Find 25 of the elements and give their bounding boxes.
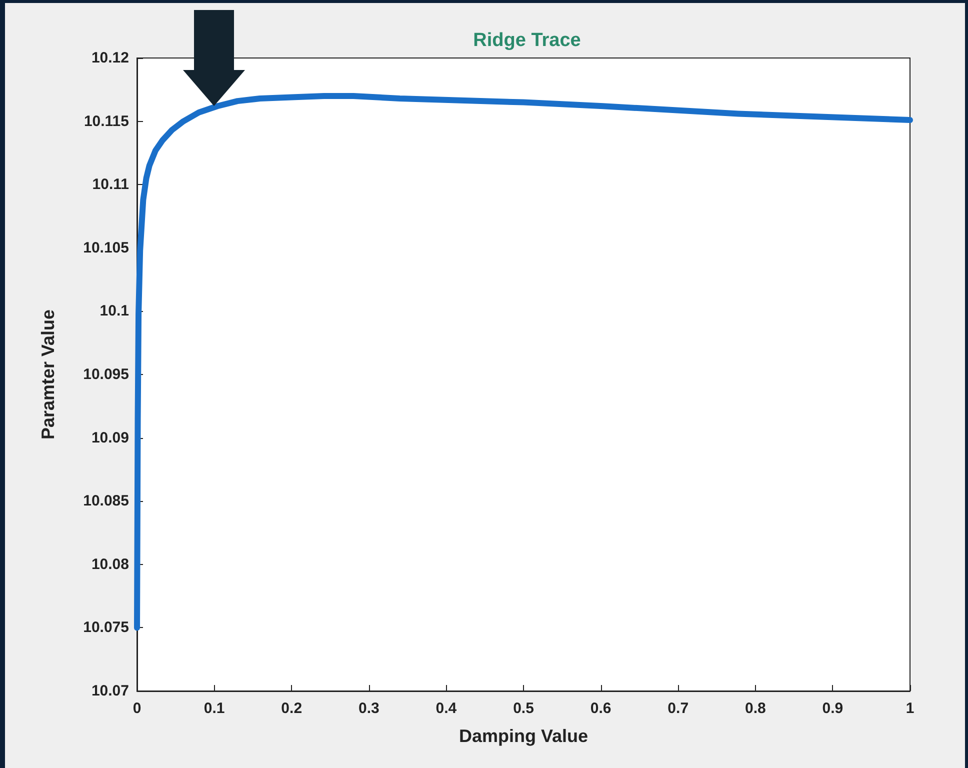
x-tick-label: 0.4 — [436, 700, 458, 717]
y-tick-label: 10.1 — [100, 302, 129, 320]
x-tick-label: 1 — [906, 700, 914, 717]
chart-title: Ridge Trace — [473, 30, 581, 51]
y-tick-label: 10.07 — [91, 682, 129, 700]
y-axis-title: Paramter Value — [38, 309, 58, 440]
y-tick-label: 10.12 — [91, 50, 129, 66]
x-tick-label: 0.8 — [744, 700, 766, 717]
y-tick-label: 10.085 — [83, 492, 129, 510]
x-axis-title: Damping Value — [458, 726, 588, 746]
y-tick-label: 10.09 — [91, 429, 129, 446]
y-tick-label: 10.105 — [83, 239, 129, 256]
x-tick-label: 0.2 — [281, 700, 302, 717]
x-tick-label: 0 — [132, 700, 142, 717]
x-tick-label: 0.5 — [513, 700, 534, 717]
x-tick-label: 0.7 — [668, 700, 689, 717]
x-tick-label: 0.3 — [358, 700, 380, 717]
y-tick-label: 10.11 — [92, 176, 129, 194]
x-tick-label: 0.9 — [822, 700, 844, 717]
y-tick-label: 10.115 — [84, 112, 129, 130]
y-tick-label: 10.08 — [91, 556, 129, 573]
y-tick-label: 10.075 — [83, 619, 129, 636]
x-tick-label: 0.1 — [204, 700, 225, 717]
y-tick-label: 10.095 — [83, 366, 129, 383]
x-tick-label: 0.6 — [590, 700, 612, 717]
